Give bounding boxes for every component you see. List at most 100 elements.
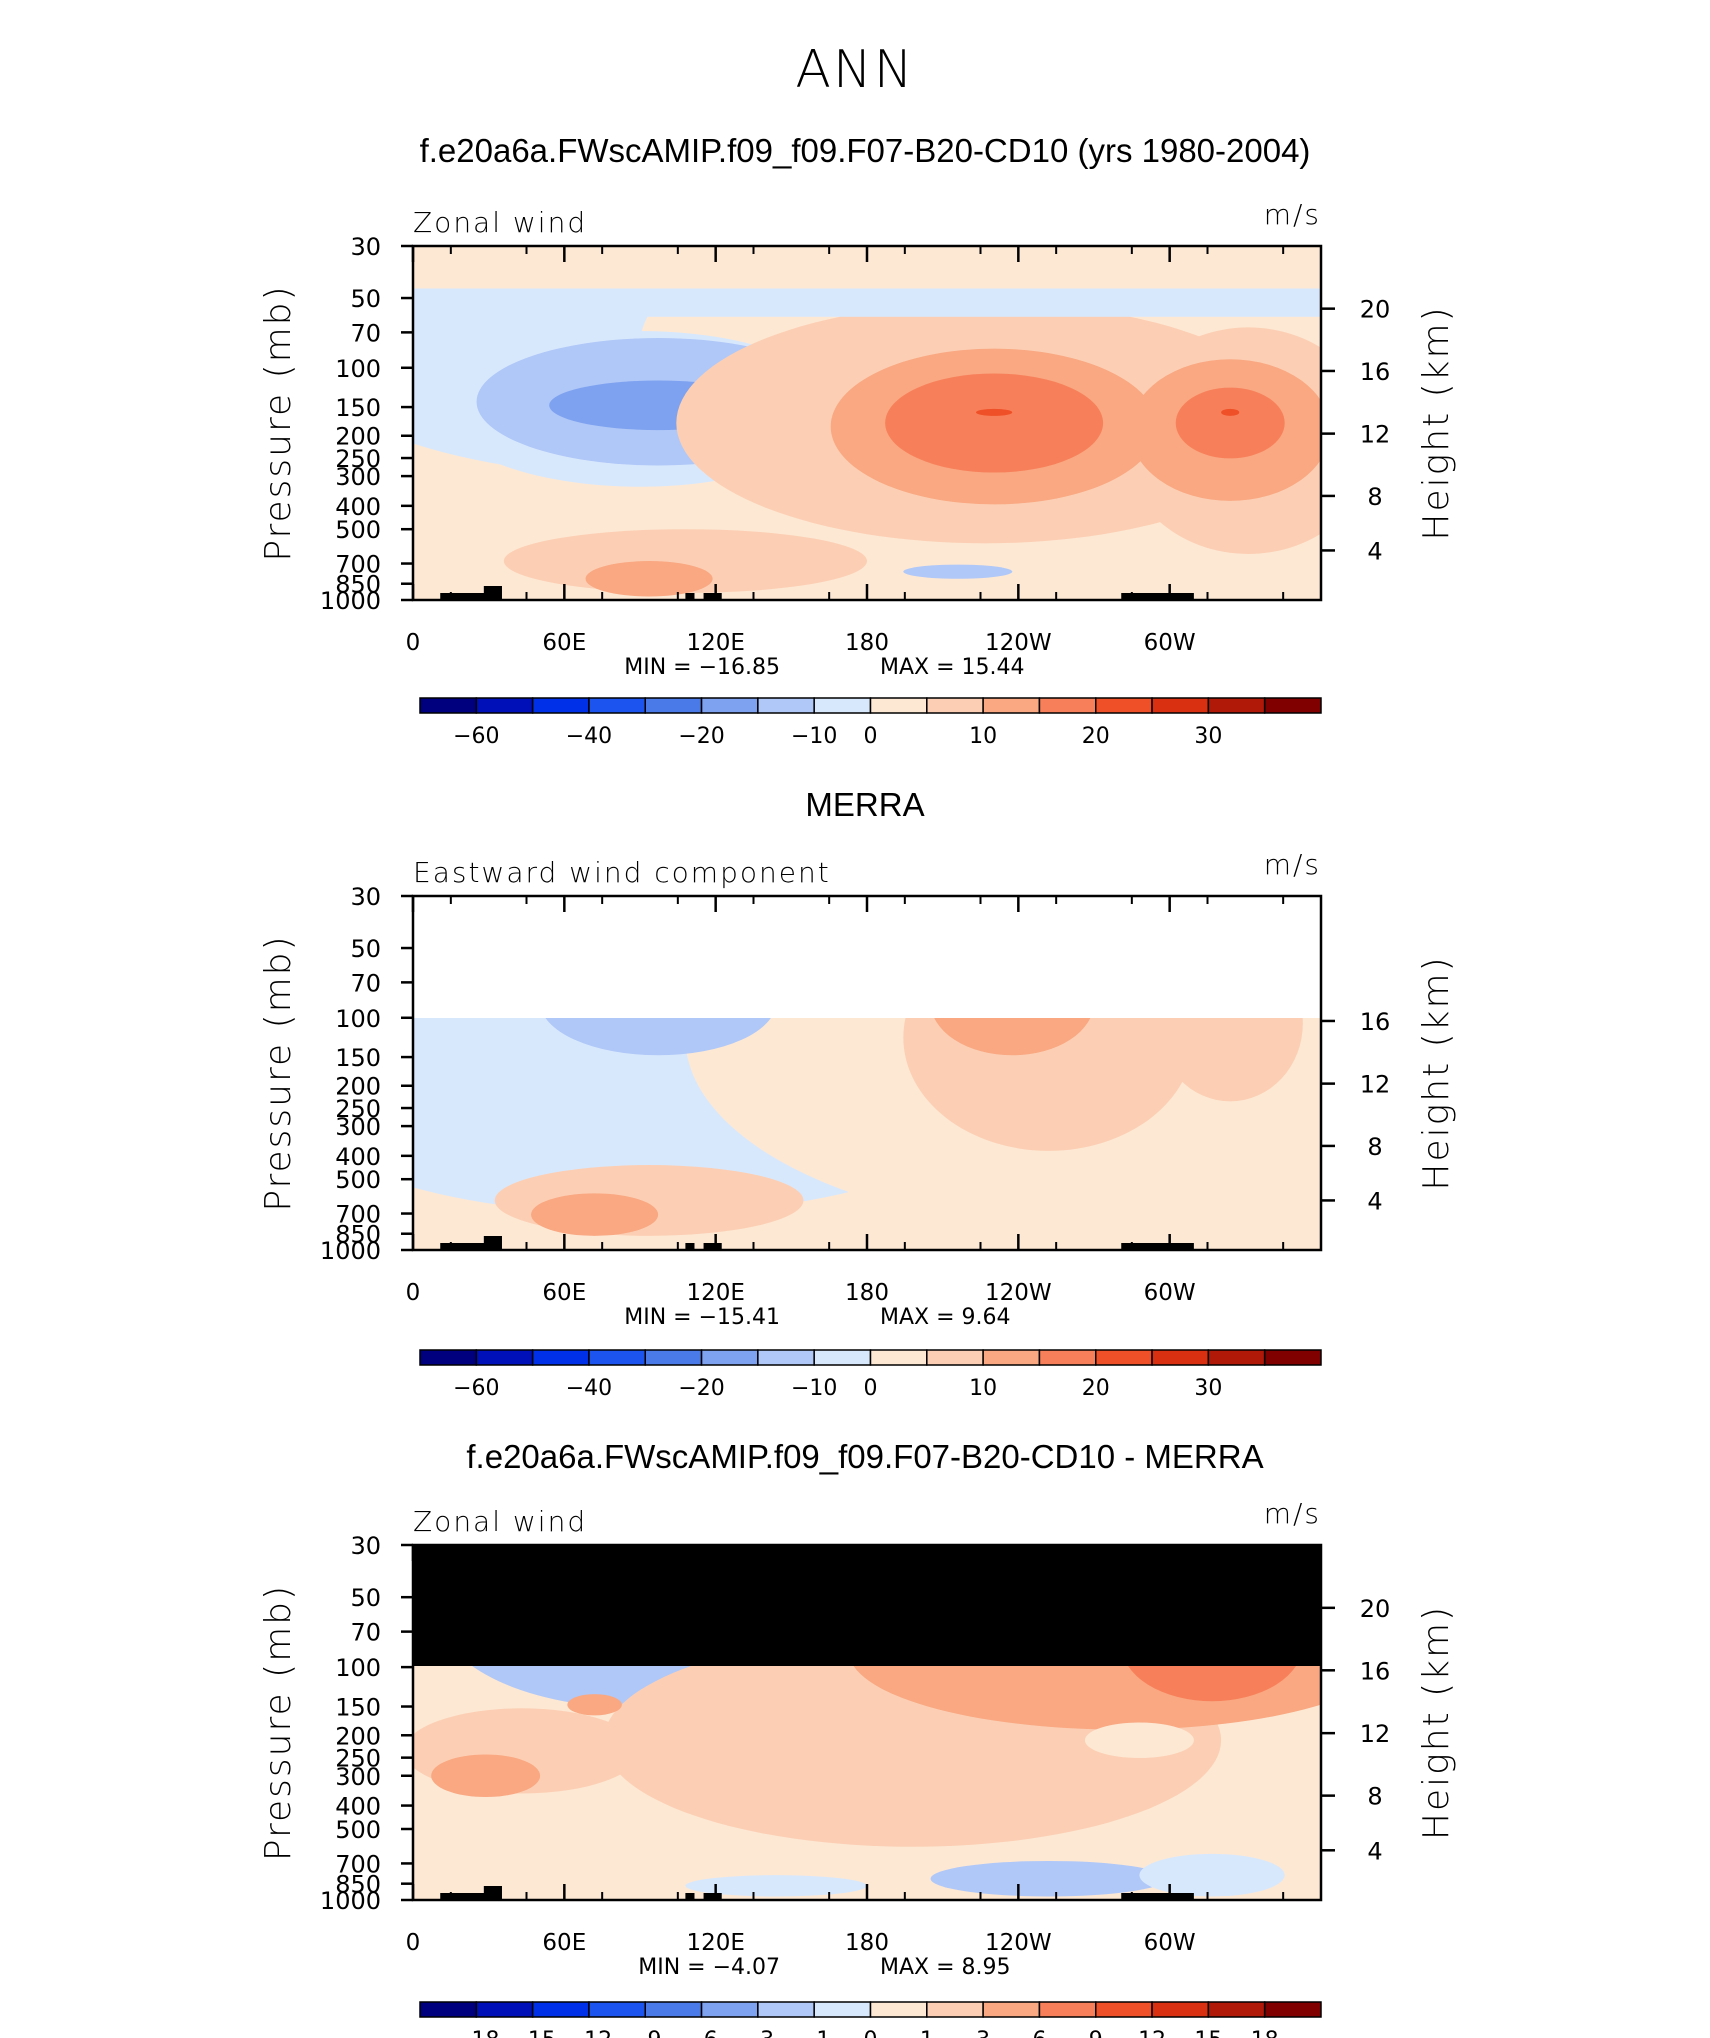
colorbar-swatch: [869, 697, 928, 714]
y-tick-label: 200: [335, 1073, 381, 1101]
contour-region: [885, 373, 1104, 473]
y-tick-label: 30: [350, 883, 381, 911]
y-tick-label: 500: [335, 1166, 381, 1194]
colorbar-swatch: [588, 2001, 646, 2018]
colorbar-swatch: [588, 697, 646, 714]
colorbar-label: 12: [1138, 2028, 1166, 2038]
contour-fills: [413, 246, 1321, 597]
x-tick-label: 60E: [542, 1930, 586, 1956]
topography: [685, 593, 695, 600]
y2-axis-label: Height (km): [1416, 955, 1457, 1190]
colorbar-label: 30: [1194, 724, 1222, 749]
y-tick-label: 850: [335, 571, 381, 599]
colorbar-swatch: [588, 1349, 646, 1366]
panel-1: 0 60E 120E 180 120W 60W3050701001502002503004…: [258, 198, 1457, 749]
colorbar-label: −9: [629, 2028, 661, 2038]
panel-3: 0 60E 120E 180 120W 60W3050701001502002503004…: [258, 1497, 1457, 2038]
colorbar-swatch: [1263, 697, 1322, 714]
colorbar-label: −40: [566, 724, 612, 749]
contour-region: [1084, 1722, 1194, 1758]
colorbar-swatch: [644, 697, 703, 714]
colorbar-label: −1: [798, 2028, 830, 2038]
y-tick-label: 400: [335, 493, 381, 521]
y2-tick-label: 16: [1360, 1008, 1391, 1036]
contour-region: [975, 408, 1013, 416]
contour-region: [934, 1018, 1091, 1056]
y-tick-label: 30: [350, 1532, 381, 1560]
colorbar-label: 0: [864, 1376, 878, 1401]
colorbar-label: 0: [864, 2028, 878, 2038]
y2-tick-label: 12: [1360, 1071, 1391, 1099]
x-tick-label: 0: [406, 1280, 421, 1306]
contour-region: [1175, 387, 1285, 459]
topography: [685, 1243, 695, 1250]
contour-region: [503, 1797, 595, 1826]
x-tick-label: 60W: [1144, 1930, 1196, 1956]
x-tick-label: 120E: [686, 1930, 744, 1956]
colorbar-label: 18: [1251, 2028, 1279, 2038]
y-tick-label: 700: [335, 551, 381, 579]
x-tick-label: 120W: [985, 1930, 1052, 1956]
colorbar-swatch: [926, 1349, 984, 1366]
contour-fills: [413, 1018, 1321, 1247]
contour-region: [1084, 1203, 1303, 1247]
x-tick-label: 0: [406, 630, 421, 656]
colorbar-swatch: [1038, 2001, 1097, 2018]
topography: [703, 1893, 722, 1900]
colorbar-label: 10: [969, 1376, 997, 1401]
x-tick-label: 120W: [985, 1280, 1052, 1306]
colorbar-swatch: [1038, 697, 1097, 714]
y-tick-label: 50: [350, 1584, 381, 1612]
x-tick-label: 0: [406, 1930, 421, 1956]
y-tick-label: 30: [350, 233, 381, 261]
y2-tick-label: 4: [1367, 537, 1382, 565]
colorbar-swatch: [869, 1349, 928, 1366]
colorbar-swatch: [1095, 1349, 1153, 1366]
y-tick-label: 300: [335, 463, 381, 491]
max-label: MAX = 8.95: [880, 1955, 1011, 1980]
min-label: MIN = −16.85: [624, 655, 780, 680]
variable-label: Zonal wind: [413, 206, 587, 239]
panel-2-title: MERRA: [805, 786, 925, 823]
contour-region: [545, 1018, 771, 1056]
colorbar-swatch: [757, 697, 815, 714]
x-tick-label: 60E: [542, 630, 586, 656]
colorbar-swatch: [531, 2001, 590, 2018]
topography: [440, 1243, 495, 1250]
colorbar-swatch: [1038, 1349, 1097, 1366]
y-tick-label: 100: [335, 1005, 381, 1033]
y-tick-label: 500: [335, 516, 381, 544]
colorbar-swatch: [982, 2001, 1041, 2018]
colorbar-label: 3: [976, 2028, 990, 2038]
y-tick-label: 300: [335, 1113, 381, 1141]
y-tick-label: 250: [335, 1095, 381, 1123]
colorbar-swatch: [813, 2001, 872, 2018]
contour-region: [567, 1694, 622, 1716]
max-label: MAX = 9.64: [880, 1305, 1011, 1330]
colorbar-label: −12: [566, 2028, 612, 2038]
colorbar-label: −60: [453, 1376, 499, 1401]
topography: [483, 1236, 502, 1250]
y-tick-label: 50: [350, 935, 381, 963]
y-tick-label: 200: [335, 423, 381, 451]
y-tick-label: 850: [335, 1221, 381, 1249]
colorbar-swatch: [1207, 2001, 1266, 2018]
colorbar-swatch: [700, 1349, 759, 1366]
y-tick-label: 400: [335, 1143, 381, 1171]
units-label: m/s: [1264, 848, 1321, 881]
y-axis-label: Pressure (mb): [258, 934, 299, 1211]
colorbar-swatch: [700, 697, 759, 714]
colorbar-label: −6: [685, 2028, 717, 2038]
colorbar-swatch: [475, 1349, 534, 1366]
y2-tick-label: 4: [1367, 1837, 1382, 1865]
y2-tick-label: 12: [1360, 421, 1391, 449]
topography: [1121, 593, 1194, 600]
y-tick-label: 100: [335, 355, 381, 383]
colorbar-label: −10: [791, 1376, 837, 1401]
y-tick-label: 100: [335, 1654, 381, 1682]
y2-tick-label: 8: [1367, 1783, 1382, 1811]
y-tick-label: 150: [335, 1694, 381, 1722]
min-label: MIN = −15.41: [624, 1305, 780, 1330]
y-tick-label: 50: [350, 285, 381, 313]
y-tick-label: 500: [335, 1816, 381, 1844]
